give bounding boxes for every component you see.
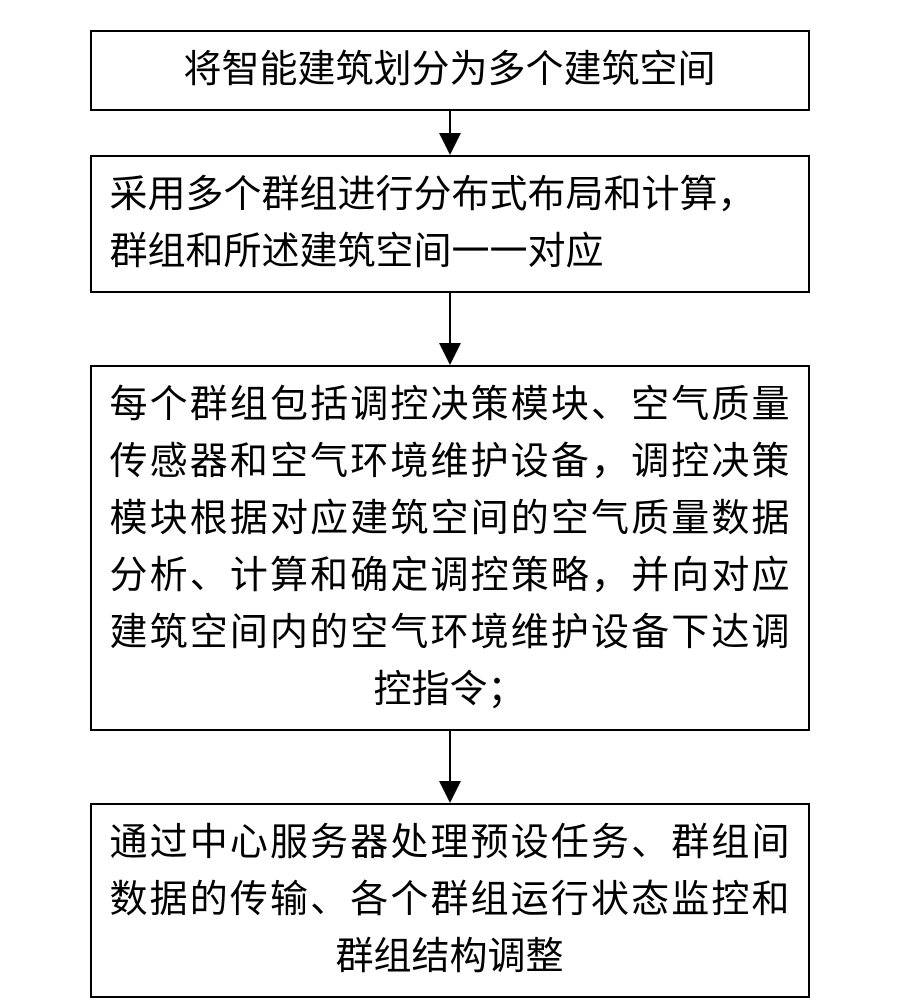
- arrow-head-icon: [439, 781, 461, 803]
- arrow-line: [449, 111, 451, 133]
- node-3-text: 每个群组包括调控决策模块、空气质量传感器和空气环境维护设备，调控决策模块根据对应…: [110, 377, 790, 719]
- node-1-text: 将智能建筑划分为多个建筑空间: [110, 42, 790, 99]
- flowchart-node-4: 通过中心服务器处理预设任务、群组间数据的传输、各个群组运行状态监控和群组结构调整: [90, 803, 810, 998]
- flowchart-node-3: 每个群组包括调控决策模块、空气质量传感器和空气环境维护设备，调控决策模块根据对应…: [90, 365, 810, 731]
- arrow-head-icon: [439, 133, 461, 155]
- arrow-1-2: [439, 111, 461, 155]
- flowchart-node-2: 采用多个群组进行分布式布局和计算，群组和所述建筑空间一一对应: [90, 155, 810, 293]
- arrow-line: [449, 293, 451, 343]
- flowchart-node-1: 将智能建筑划分为多个建筑空间: [90, 30, 810, 111]
- node-4-text: 通过中心服务器处理预设任务、群组间数据的传输、各个群组运行状态监控和群组结构调整: [110, 815, 790, 986]
- node-2-text: 采用多个群组进行分布式布局和计算，群组和所述建筑空间一一对应: [110, 167, 790, 281]
- arrow-3-4: [439, 731, 461, 803]
- arrow-line: [449, 731, 451, 781]
- arrow-2-3: [439, 293, 461, 365]
- arrow-head-icon: [439, 343, 461, 365]
- flowchart-container: 将智能建筑划分为多个建筑空间 采用多个群组进行分布式布局和计算，群组和所述建筑空…: [0, 0, 899, 998]
